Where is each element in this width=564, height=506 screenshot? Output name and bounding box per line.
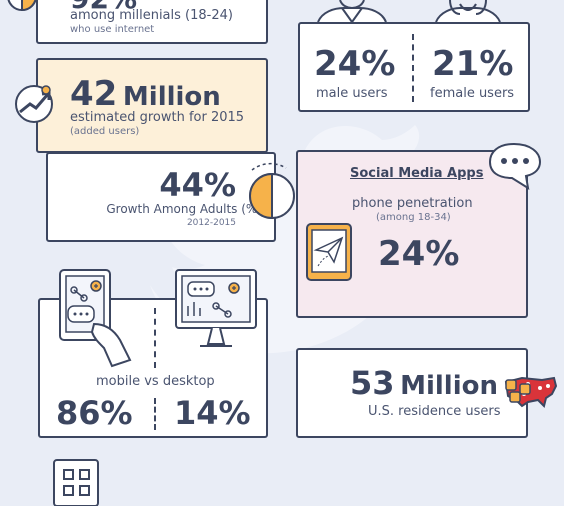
growth-label: estimated growth for 2015 xyxy=(70,110,245,125)
chat-bubble-icon xyxy=(488,142,542,191)
male-user-icon xyxy=(317,0,387,24)
social-label: phone penetration xyxy=(352,196,473,211)
millennials-label: among millenials (18-24) xyxy=(70,8,233,23)
female-value: 21% xyxy=(432,44,514,84)
residence-card: 53 Million U.S. residence users xyxy=(296,348,528,438)
growth-number-value: 42 xyxy=(70,74,118,114)
social-sublabel: (among 18-34) xyxy=(376,212,451,223)
gender-divider xyxy=(412,34,414,102)
social-title: Social Media Apps xyxy=(350,166,484,181)
growth-sublabel: (added users) xyxy=(70,126,140,137)
mobile-phone-icon xyxy=(59,269,132,368)
social-value: 24% xyxy=(378,234,460,274)
male-value: 24% xyxy=(314,44,396,84)
adults-value: 44% xyxy=(159,166,236,204)
half-pie-icon xyxy=(249,162,295,220)
mobile-value: 86% xyxy=(56,394,133,432)
devices-divider-bottom xyxy=(154,398,156,430)
adults-card: 44% Growth Among Adults (%) 2012-2015 xyxy=(46,152,276,242)
millennials-sublabel: who use internet xyxy=(70,24,155,35)
pie-chart-icon xyxy=(7,0,37,12)
female-user-icon xyxy=(435,0,501,23)
female-label: female users xyxy=(430,86,515,101)
tablet-send-icon xyxy=(306,223,352,281)
male-label: male users xyxy=(316,86,388,101)
adults-label: Growth Among Adults (%) xyxy=(106,202,262,216)
desktop-value: 14% xyxy=(174,394,251,432)
residence-label: U.S. residence users xyxy=(368,404,501,419)
adults-period: 2012-2015 xyxy=(186,218,236,228)
devices-divider-top xyxy=(154,308,156,368)
user-group-icon xyxy=(505,379,531,403)
residence-number: 53 Million xyxy=(350,364,498,402)
building-icon xyxy=(53,459,99,506)
gender-card: 24% male users 21% female users xyxy=(298,22,530,112)
growth-chart-icon xyxy=(15,85,53,123)
millennials-card: 92% among millenials (18-24) who use int… xyxy=(36,0,268,44)
residence-number-unit: Million xyxy=(400,371,499,401)
devices-label: mobile vs desktop xyxy=(96,374,215,389)
residence-number-value: 53 xyxy=(350,364,395,402)
millennials-stat: 92% xyxy=(70,0,137,15)
desktop-monitor-icon xyxy=(175,269,257,347)
growth-number-unit: Million xyxy=(122,82,221,112)
growth-card: 42 Million estimated growth for 2015 (ad… xyxy=(36,58,268,153)
growth-number: 42 Million xyxy=(70,74,221,114)
